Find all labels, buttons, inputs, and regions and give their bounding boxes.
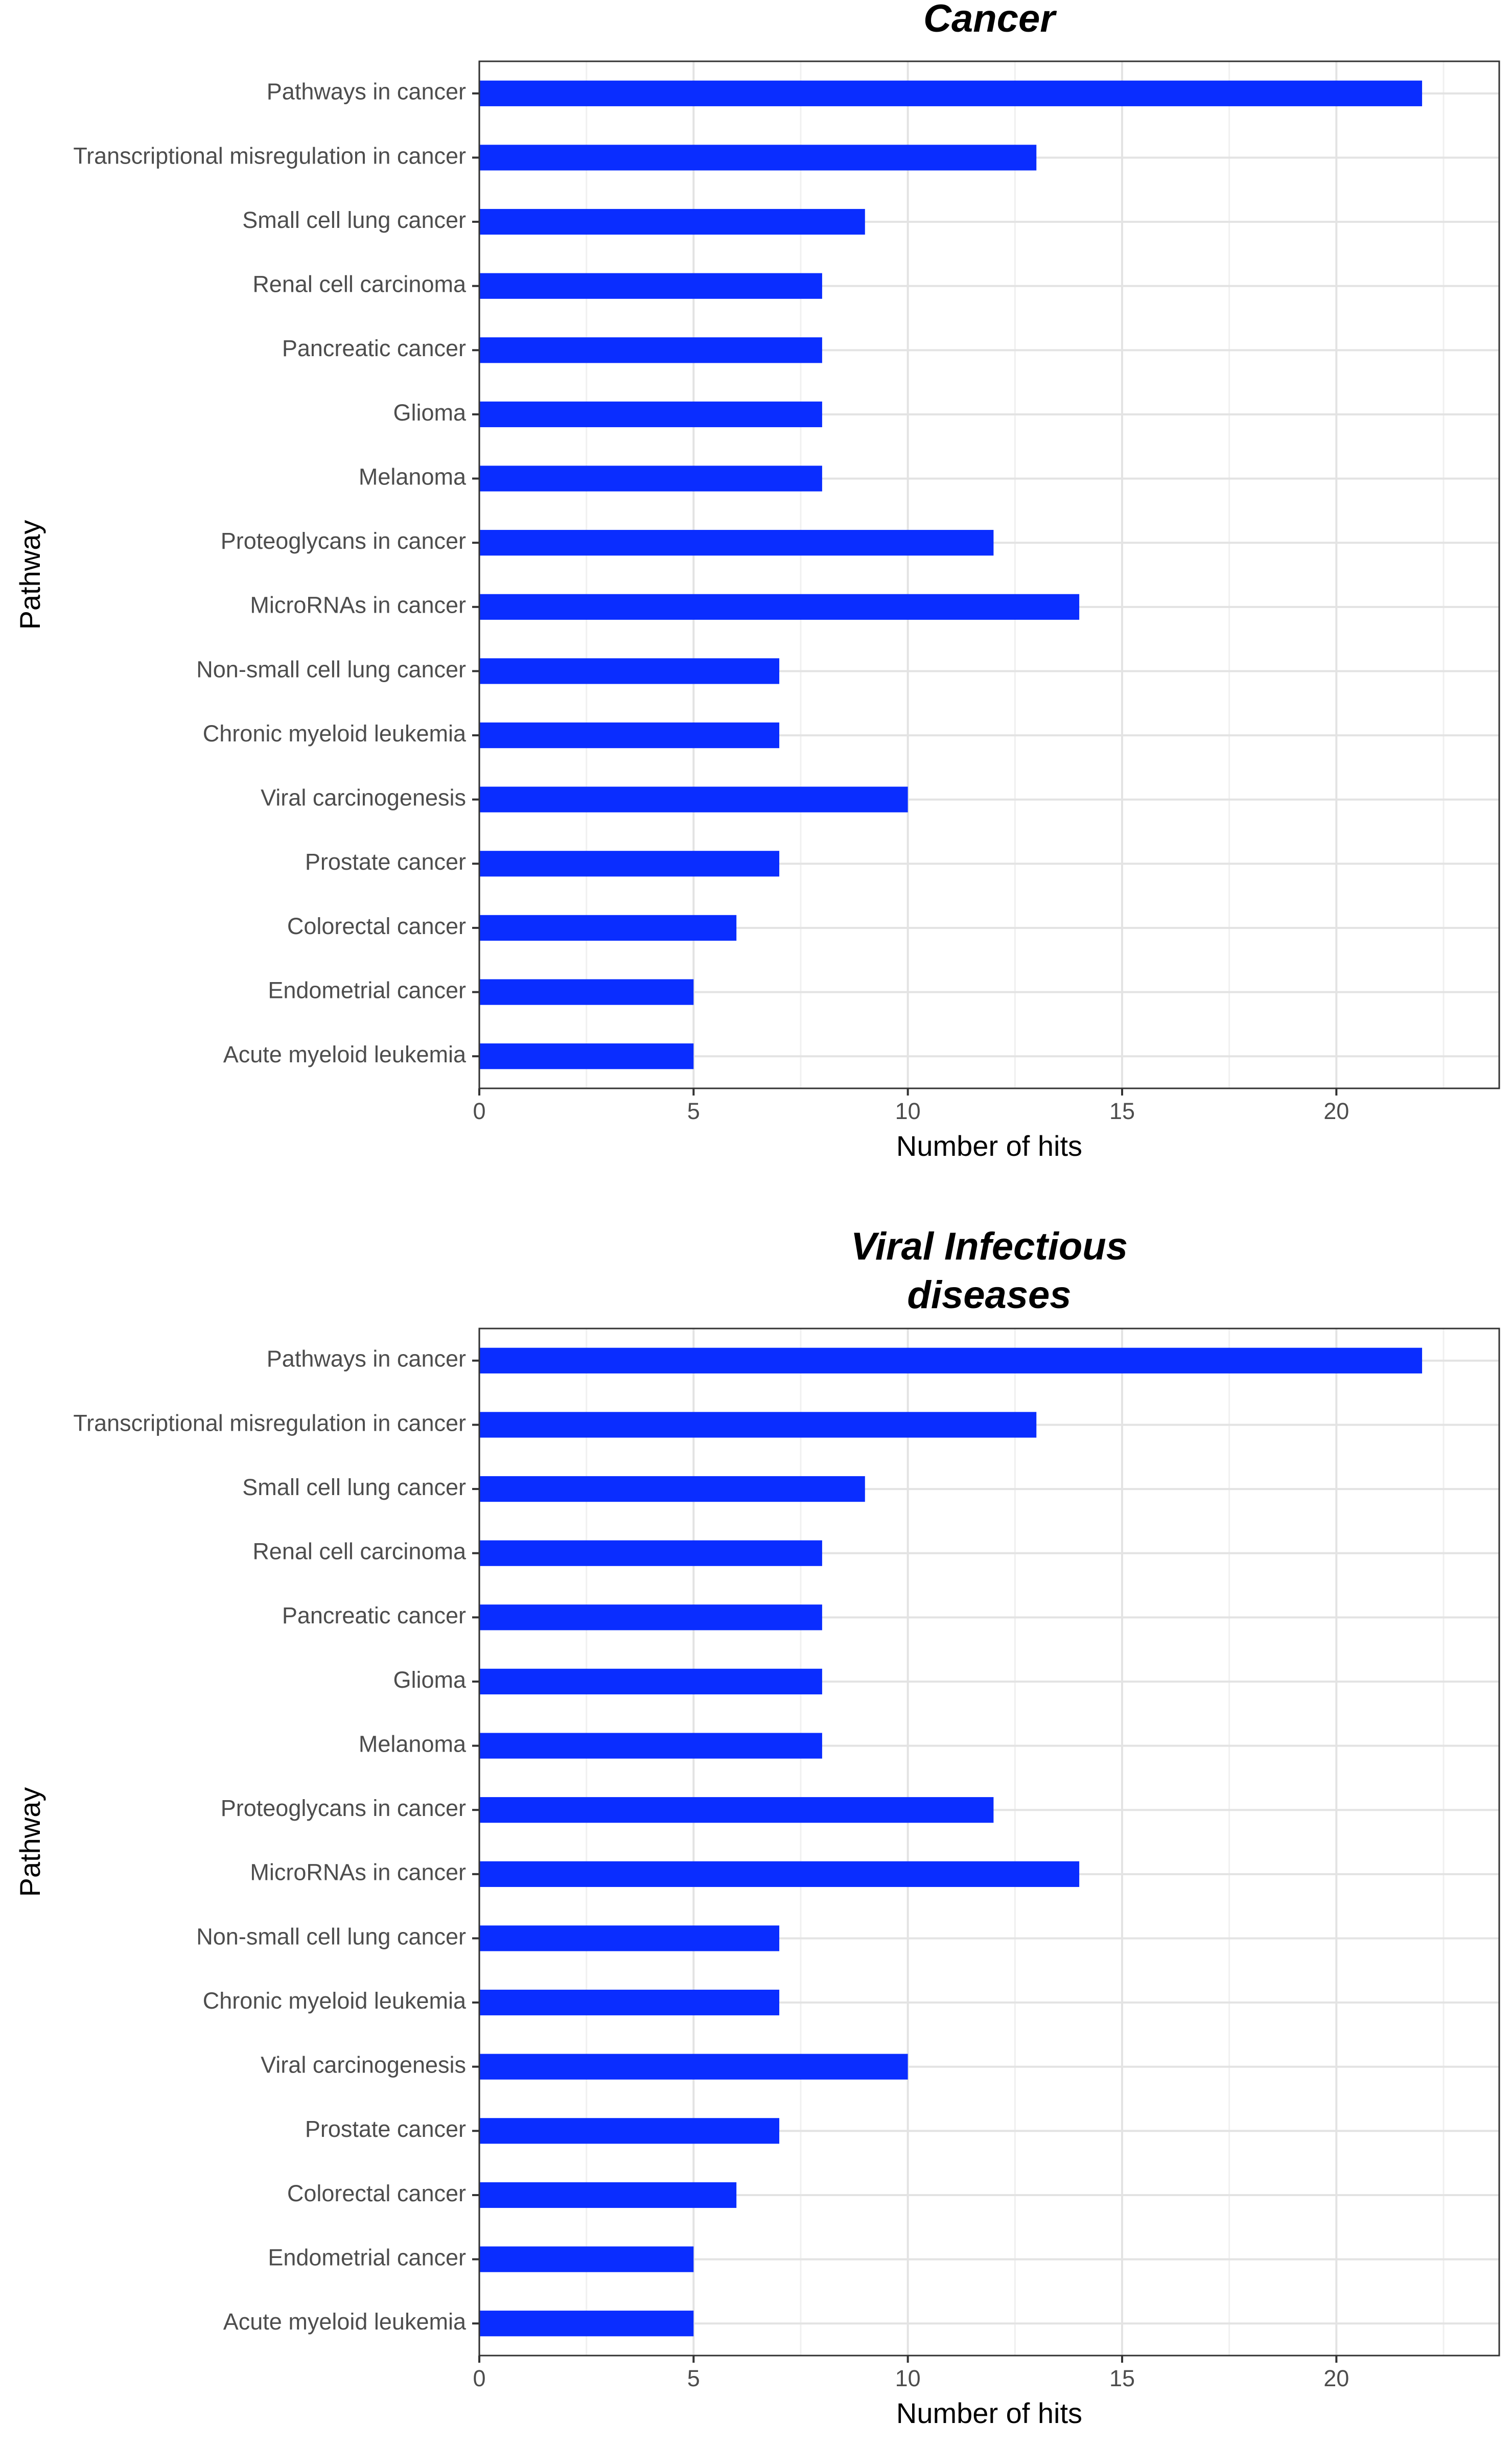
category-label: Melanoma xyxy=(359,1731,467,1757)
bar xyxy=(479,1043,694,1069)
bar xyxy=(479,851,780,877)
bar xyxy=(479,530,994,556)
x-axis-title: Number of hits xyxy=(896,1130,1082,1162)
category-label: Glioma xyxy=(393,1667,467,1693)
category-label: Colorectal cancer xyxy=(287,2180,466,2206)
bar xyxy=(479,145,1037,171)
category-label: Small cell lung cancer xyxy=(242,207,466,233)
y-axis-title: Pathway xyxy=(14,520,46,630)
bar xyxy=(479,1412,1037,1438)
bar xyxy=(479,80,1423,106)
bar xyxy=(479,1989,780,2016)
plot-border xyxy=(478,60,1500,1089)
category-label: Non-small cell lung cancer xyxy=(196,656,466,682)
x-tick-label: 0 xyxy=(473,1098,485,1124)
x-tick-label: 15 xyxy=(1109,2365,1135,2391)
x-tick-label: 0 xyxy=(473,2365,485,2391)
bar xyxy=(479,1925,780,1951)
category-label: Endometrial cancer xyxy=(268,977,466,1003)
category-label: Transcriptional misregulation in cancer xyxy=(73,1410,466,1436)
category-label: Transcriptional misregulation in cancer xyxy=(73,143,466,169)
chart-panel-2: Pathways in cancer Transcriptional misreg… xyxy=(14,1225,1500,2429)
category-label: Pancreatic cancer xyxy=(282,1602,466,1628)
category-label: Pathways in cancer xyxy=(267,79,466,105)
category-label: Chronic myeloid leukemia xyxy=(203,1988,467,2014)
x-axis-title: Number of hits xyxy=(896,2397,1082,2429)
bar xyxy=(479,2054,908,2080)
bar xyxy=(479,2246,694,2272)
bar xyxy=(479,208,865,235)
bar xyxy=(479,1540,822,1566)
category-label: Renal cell carcinoma xyxy=(252,271,467,297)
chart-title-line: diseases xyxy=(907,1273,1071,1317)
category-label: Proteoglycans in cancer xyxy=(221,528,466,554)
chart-title: Cancer xyxy=(923,0,1057,40)
bar xyxy=(479,337,822,363)
bar xyxy=(479,1797,994,1823)
x-tick-label: 5 xyxy=(687,1098,700,1124)
category-label: Viral carcinogenesis xyxy=(261,785,466,811)
bar xyxy=(479,658,780,684)
x-tick-label: 5 xyxy=(687,2365,700,2391)
bar xyxy=(479,401,822,428)
y-axis-title: Pathway xyxy=(14,1787,46,1897)
bar xyxy=(479,465,822,492)
category-label: Pathways in cancer xyxy=(267,1346,466,1372)
bar xyxy=(479,1476,865,1502)
bar xyxy=(479,2311,694,2337)
category-label: Renal cell carcinoma xyxy=(252,1539,467,1565)
category-label: MicroRNAs in cancer xyxy=(250,592,466,618)
bar xyxy=(479,722,780,749)
bar xyxy=(479,786,908,812)
bar xyxy=(479,2118,780,2144)
chart-title-line: Cancer xyxy=(923,0,1057,40)
category-label: Pancreatic cancer xyxy=(282,335,466,361)
bar xyxy=(479,1604,822,1630)
x-tick-label: 10 xyxy=(895,2365,921,2391)
bar xyxy=(479,273,822,299)
category-label: MicroRNAs in cancer xyxy=(250,1859,466,1885)
category-label: Viral carcinogenesis xyxy=(261,2052,466,2078)
chart-title: Viral Infectious diseases xyxy=(851,1225,1128,1317)
category-label: Endometrial cancer xyxy=(268,2244,466,2270)
bar xyxy=(479,1861,1080,1887)
category-label: Glioma xyxy=(393,400,467,426)
category-label: Proteoglycans in cancer xyxy=(221,1795,466,1821)
bar xyxy=(479,2182,737,2208)
bar xyxy=(479,979,694,1005)
category-label: Chronic myeloid leukemia xyxy=(203,720,467,747)
category-label: Melanoma xyxy=(359,463,467,490)
x-tick-label: 15 xyxy=(1109,1098,1135,1124)
plot-border xyxy=(478,1327,1500,2357)
category-label: Acute myeloid leukemia xyxy=(223,1041,467,1067)
category-label: Acute myeloid leukemia xyxy=(223,2309,467,2335)
category-label: Non-small cell lung cancer xyxy=(196,1923,466,1949)
x-tick-label: 10 xyxy=(895,1098,921,1124)
bar xyxy=(479,1733,822,1759)
category-label: Prostate cancer xyxy=(305,2116,466,2142)
bar xyxy=(479,915,737,941)
x-tick-label: 20 xyxy=(1323,1098,1349,1124)
category-label: Prostate cancer xyxy=(305,849,466,875)
category-label: Colorectal cancer xyxy=(287,913,466,939)
chart-panel-1: Pathways in cancer Transcriptional misreg… xyxy=(14,0,1500,1162)
category-label: Small cell lung cancer xyxy=(242,1474,466,1500)
bar xyxy=(479,1347,1423,1373)
chart-title-line: Viral Infectious xyxy=(851,1225,1128,1268)
bar xyxy=(479,1668,822,1695)
bar xyxy=(479,594,1080,620)
x-tick-label: 20 xyxy=(1323,2365,1349,2391)
